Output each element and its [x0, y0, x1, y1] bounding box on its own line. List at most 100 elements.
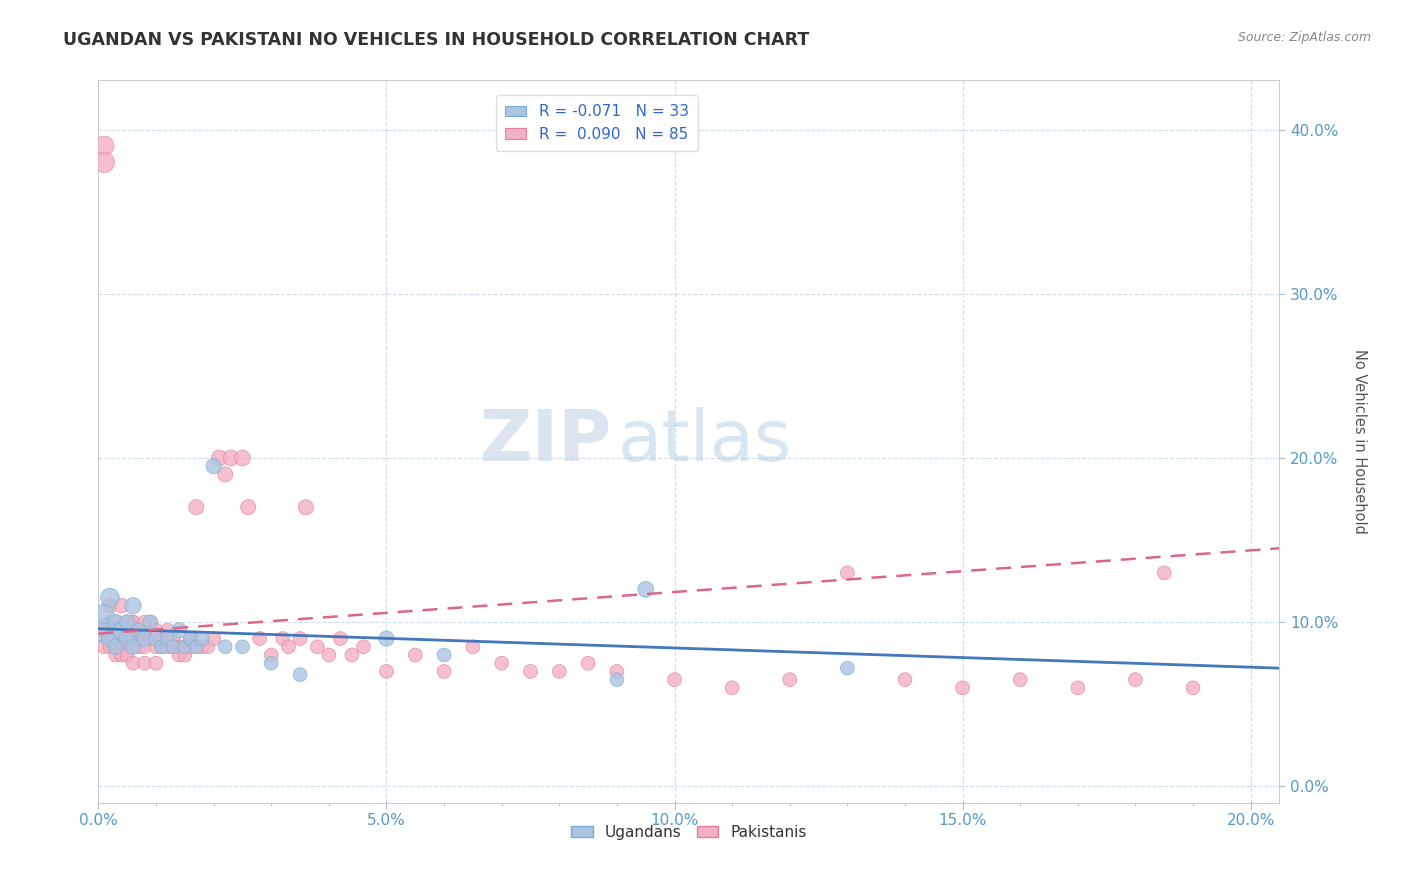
- Point: [162, 632, 184, 646]
- Point: [197, 640, 219, 654]
- Point: [145, 657, 167, 671]
- Point: [214, 467, 236, 482]
- Point: [461, 640, 484, 654]
- Text: Source: ZipAtlas.com: Source: ZipAtlas.com: [1237, 31, 1371, 45]
- Point: [1182, 681, 1205, 695]
- Point: [98, 640, 121, 654]
- Point: [433, 648, 456, 662]
- Point: [128, 624, 150, 638]
- Point: [122, 624, 145, 638]
- Text: ZIP: ZIP: [479, 407, 612, 476]
- Point: [167, 640, 190, 654]
- Point: [167, 648, 190, 662]
- Point: [122, 615, 145, 630]
- Point: [173, 640, 195, 654]
- Point: [1153, 566, 1175, 580]
- Point: [110, 624, 132, 638]
- Point: [260, 648, 283, 662]
- Point: [202, 459, 225, 474]
- Point: [318, 648, 340, 662]
- Point: [548, 665, 571, 679]
- Point: [260, 657, 283, 671]
- Point: [664, 673, 686, 687]
- Point: [93, 139, 115, 153]
- Point: [288, 632, 311, 646]
- Text: UGANDAN VS PAKISTANI NO VEHICLES IN HOUSEHOLD CORRELATION CHART: UGANDAN VS PAKISTANI NO VEHICLES IN HOUS…: [63, 31, 810, 49]
- Point: [167, 624, 190, 638]
- Point: [191, 640, 214, 654]
- Point: [110, 632, 132, 646]
- Point: [606, 673, 628, 687]
- Point: [156, 624, 179, 638]
- Point: [145, 632, 167, 646]
- Point: [104, 615, 127, 630]
- Point: [162, 640, 184, 654]
- Point: [295, 500, 318, 515]
- Point: [93, 624, 115, 638]
- Point: [219, 450, 242, 465]
- Point: [952, 681, 974, 695]
- Point: [115, 632, 138, 646]
- Point: [180, 632, 202, 646]
- Point: [156, 640, 179, 654]
- Point: [340, 648, 363, 662]
- Point: [1010, 673, 1032, 687]
- Point: [202, 632, 225, 646]
- Point: [134, 657, 156, 671]
- Point: [110, 640, 132, 654]
- Point: [779, 673, 801, 687]
- Point: [104, 640, 127, 654]
- Point: [329, 632, 352, 646]
- Point: [156, 632, 179, 646]
- Point: [375, 632, 398, 646]
- Point: [307, 640, 329, 654]
- Point: [634, 582, 657, 597]
- Point: [134, 632, 156, 646]
- Text: atlas: atlas: [619, 407, 793, 476]
- Point: [837, 661, 859, 675]
- Point: [145, 624, 167, 638]
- Point: [375, 665, 398, 679]
- Point: [122, 640, 145, 654]
- Point: [1067, 681, 1090, 695]
- Point: [721, 681, 744, 695]
- Point: [404, 648, 426, 662]
- Point: [162, 640, 184, 654]
- Point: [173, 640, 195, 654]
- Point: [837, 566, 859, 580]
- Point: [180, 640, 202, 654]
- Point: [98, 591, 121, 605]
- Point: [519, 665, 541, 679]
- Point: [277, 640, 299, 654]
- Point: [134, 632, 156, 646]
- Point: [186, 500, 208, 515]
- Point: [271, 632, 294, 646]
- Point: [93, 155, 115, 169]
- Point: [93, 640, 115, 654]
- Point: [208, 450, 231, 465]
- Point: [231, 450, 253, 465]
- Point: [98, 599, 121, 613]
- Point: [1125, 673, 1147, 687]
- Point: [606, 665, 628, 679]
- Point: [98, 615, 121, 630]
- Point: [122, 657, 145, 671]
- Point: [150, 640, 173, 654]
- Point: [238, 500, 260, 515]
- Point: [145, 640, 167, 654]
- Point: [128, 632, 150, 646]
- Point: [214, 640, 236, 654]
- Point: [98, 632, 121, 646]
- Point: [139, 615, 162, 630]
- Point: [139, 615, 162, 630]
- Point: [139, 632, 162, 646]
- Point: [150, 640, 173, 654]
- Point: [104, 640, 127, 654]
- Point: [98, 632, 121, 646]
- Point: [173, 648, 195, 662]
- Point: [122, 599, 145, 613]
- Point: [576, 657, 599, 671]
- Point: [115, 648, 138, 662]
- Point: [104, 615, 127, 630]
- Point: [191, 632, 214, 646]
